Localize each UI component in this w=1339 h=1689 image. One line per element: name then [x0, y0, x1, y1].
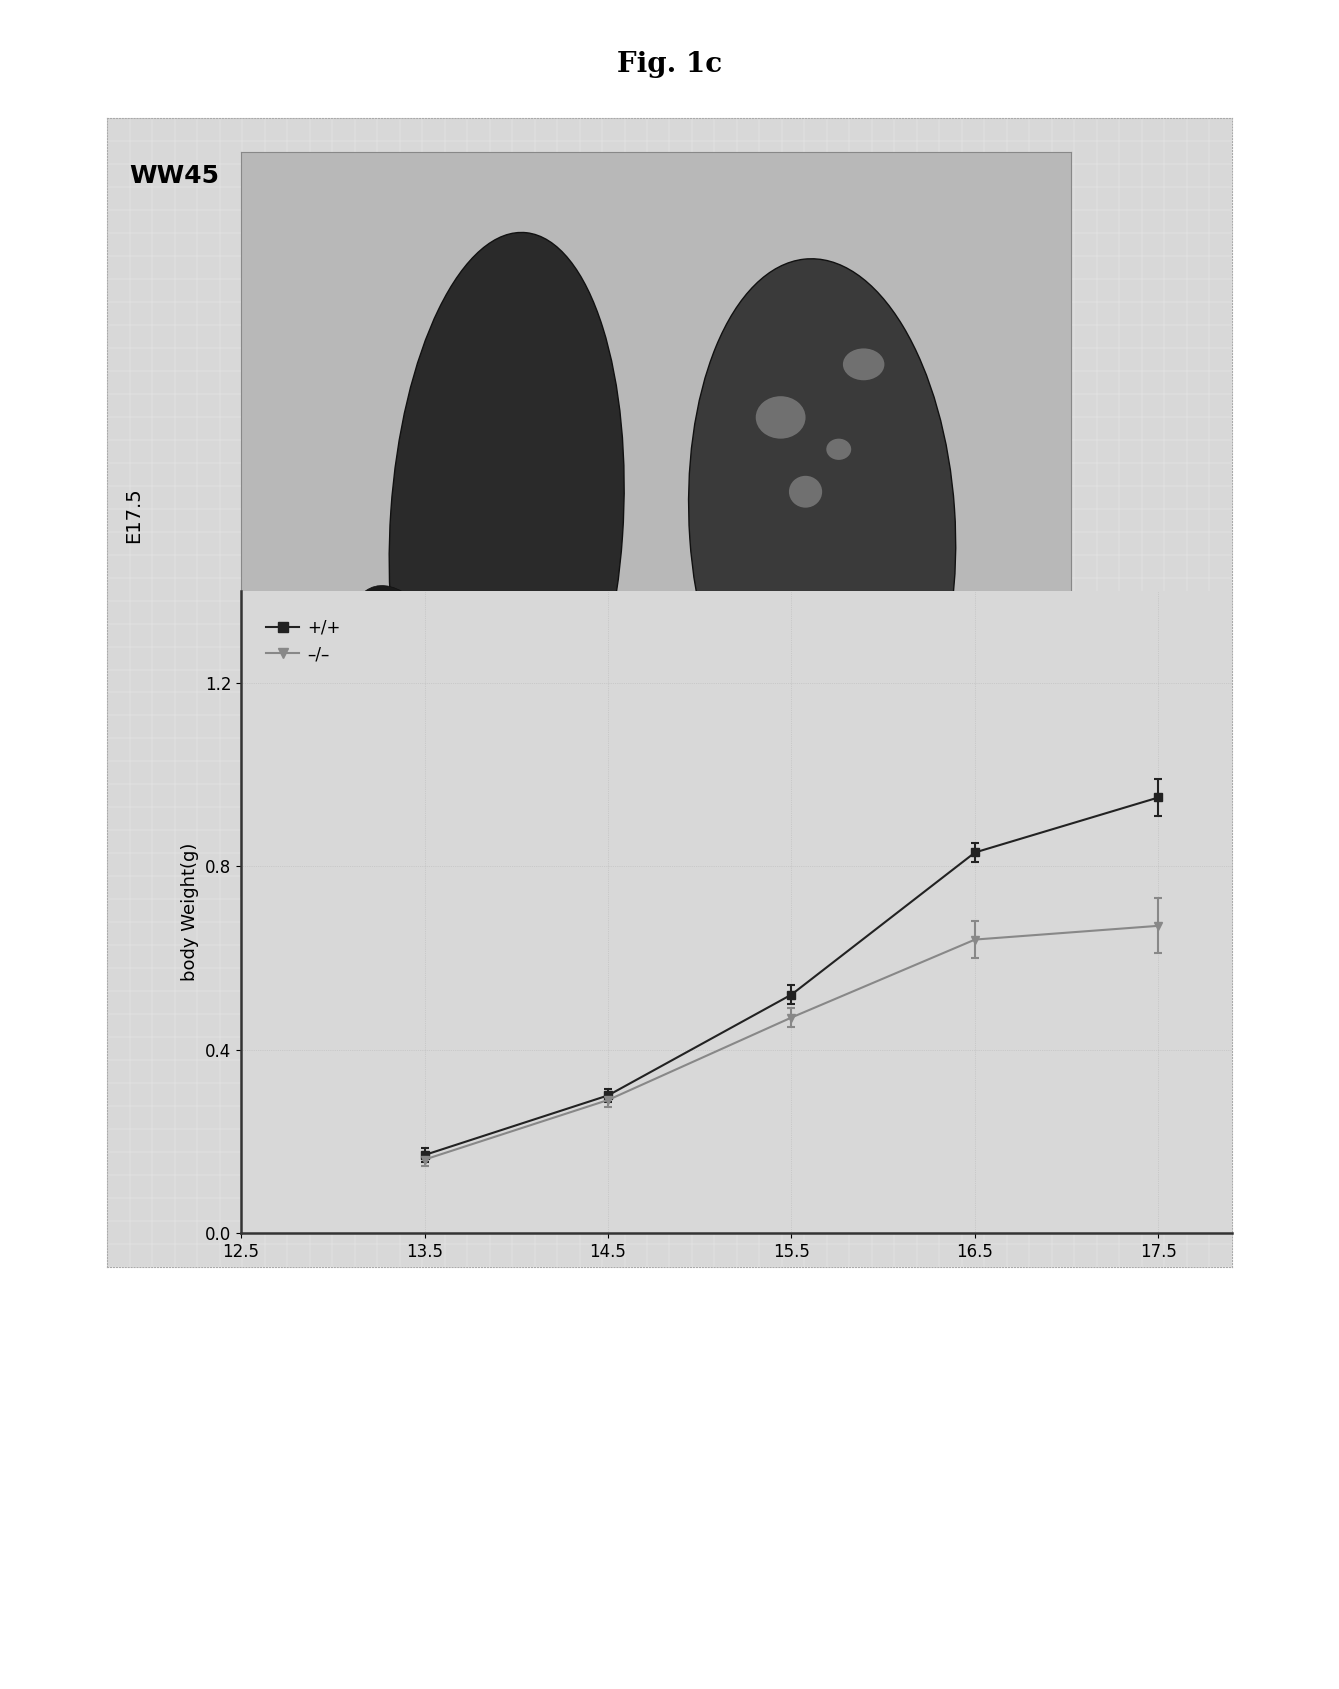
Y-axis label: body Weight(g): body Weight(g)	[181, 843, 200, 981]
Ellipse shape	[347, 586, 467, 780]
Text: E17.5: E17.5	[125, 486, 143, 544]
Ellipse shape	[390, 233, 624, 814]
Ellipse shape	[755, 397, 806, 439]
Ellipse shape	[688, 258, 956, 789]
Ellipse shape	[826, 439, 852, 459]
Text: WW45: WW45	[130, 164, 220, 187]
Ellipse shape	[844, 348, 885, 380]
Ellipse shape	[789, 476, 822, 508]
Text: Fig. 1c: Fig. 1c	[617, 51, 722, 78]
Text: +/+: +/+	[511, 164, 557, 184]
Text: –/–: –/–	[902, 164, 932, 184]
Legend: +/+, –/–: +/+, –/–	[260, 613, 348, 671]
